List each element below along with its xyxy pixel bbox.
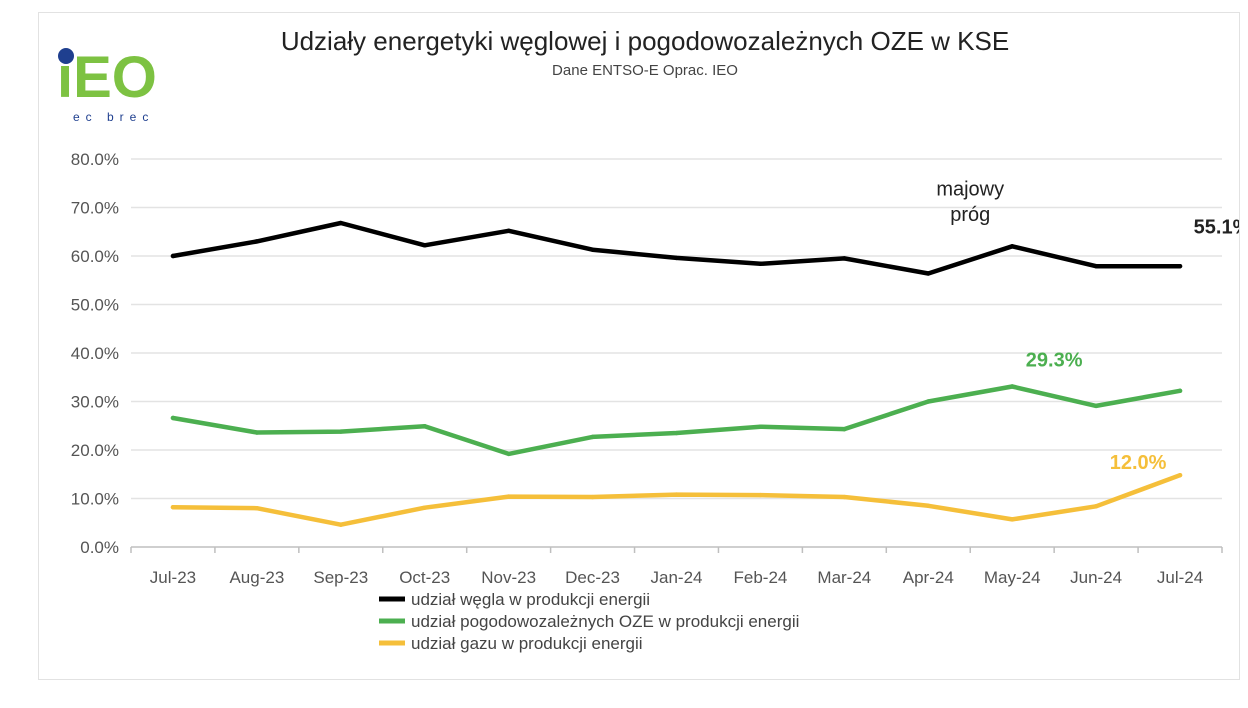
legend-label: udział węgla w produkcji energii bbox=[411, 590, 650, 609]
data-point bbox=[1093, 263, 1099, 269]
x-tick-label: Dec-23 bbox=[565, 568, 620, 587]
y-tick-label: 50.0% bbox=[71, 296, 119, 315]
y-axis: 0.0% 10.0% 20.0% 30.0% 40.0% 50.0% 60.0% 70.0% 8… bbox=[71, 150, 119, 557]
data-point bbox=[926, 271, 931, 276]
annotation-label: majowy bbox=[936, 178, 1004, 200]
data-point bbox=[422, 424, 427, 429]
data-point bbox=[674, 255, 679, 261]
x-tick-label: Aug-23 bbox=[229, 568, 284, 587]
y-tick-label: 20.0% bbox=[71, 441, 119, 460]
data-point bbox=[758, 492, 763, 498]
annotation-label: próg bbox=[950, 204, 990, 226]
x-tick-label: Jan-24 bbox=[651, 568, 703, 587]
data-point bbox=[506, 228, 511, 233]
data-point bbox=[590, 494, 595, 500]
data-point bbox=[1009, 517, 1015, 522]
chart-title: Udziały energetyki węglowej i pogodowoza… bbox=[281, 26, 1009, 56]
data-point bbox=[506, 451, 511, 457]
x-tick-label: Apr-24 bbox=[903, 568, 954, 587]
data-point bbox=[506, 494, 511, 499]
series-lines bbox=[170, 220, 1183, 527]
data-point bbox=[674, 492, 679, 497]
data-point bbox=[1177, 388, 1183, 394]
data-point bbox=[758, 261, 763, 266]
data-point bbox=[926, 503, 931, 508]
y-tick-label: 60.0% bbox=[71, 247, 119, 266]
data-point bbox=[1009, 244, 1015, 249]
annotation-label: 55.1% bbox=[1194, 217, 1239, 239]
logo-tagline: ec brec bbox=[73, 110, 154, 124]
data-point bbox=[170, 415, 176, 421]
y-tick-label: 30.0% bbox=[71, 393, 119, 412]
x-axis: Jul-23 Aug-23 Sep-23 Oct-23 Nov-23 Dec-23 Jan-… bbox=[130, 547, 1223, 587]
data-point bbox=[254, 239, 260, 244]
annotations: majowy próg 55.1% 29.3% 12.0% bbox=[936, 178, 1239, 474]
data-point bbox=[590, 434, 595, 440]
x-tick-label: Sep-23 bbox=[313, 568, 368, 587]
data-point bbox=[1093, 403, 1099, 409]
annotation-label: 29.3% bbox=[1026, 350, 1083, 372]
legend: udział węgla w produkcji energii udział p… bbox=[379, 590, 799, 653]
legend-label: udział gazu w produkcji energii bbox=[411, 634, 643, 653]
series-line-1 bbox=[170, 384, 1183, 457]
y-tick-label: 40.0% bbox=[71, 344, 119, 363]
legend-label: udział pogodowozależnych OZE w produkcji… bbox=[411, 612, 799, 631]
x-tick-label: Mar-24 bbox=[817, 568, 871, 587]
data-point bbox=[674, 430, 679, 436]
y-tick-label: 10.0% bbox=[71, 490, 119, 509]
series-line-0 bbox=[170, 220, 1183, 276]
data-point bbox=[170, 253, 176, 259]
data-point bbox=[422, 505, 427, 510]
data-point bbox=[842, 494, 847, 500]
data-point bbox=[842, 426, 847, 432]
logo-dot bbox=[58, 48, 74, 64]
gridlines bbox=[131, 158, 1222, 548]
data-point bbox=[254, 430, 260, 435]
data-point bbox=[338, 220, 344, 226]
chart-frame: iEO ec brec Udziały energetyki węglowej … bbox=[38, 12, 1240, 680]
line-chart: iEO ec brec Udziały energetyki węglowej … bbox=[57, 26, 1239, 653]
x-tick-label: Nov-23 bbox=[481, 568, 536, 587]
data-point bbox=[338, 429, 344, 434]
chart-subtitle: Dane ENTSO-E Oprac. IEO bbox=[552, 62, 738, 79]
x-tick-label: Jul-24 bbox=[1157, 568, 1203, 587]
data-point bbox=[1093, 504, 1099, 509]
x-tick-label: Jun-24 bbox=[1070, 568, 1122, 587]
series-line-2 bbox=[170, 472, 1183, 527]
data-point bbox=[1009, 384, 1015, 389]
data-point bbox=[170, 505, 176, 510]
data-point bbox=[758, 424, 763, 429]
x-tick-label: Feb-24 bbox=[733, 568, 787, 587]
x-tick-label: Oct-23 bbox=[399, 568, 450, 587]
x-tick-label: Jul-23 bbox=[150, 568, 196, 587]
data-point bbox=[842, 256, 847, 261]
x-tick-label: May-24 bbox=[984, 568, 1041, 587]
data-point bbox=[422, 243, 427, 248]
data-point bbox=[338, 522, 344, 527]
logo: iEO ec brec bbox=[57, 45, 157, 124]
data-point bbox=[590, 247, 595, 252]
data-point bbox=[926, 399, 931, 404]
data-point bbox=[1177, 263, 1183, 269]
data-point bbox=[254, 506, 260, 511]
y-tick-label: 70.0% bbox=[71, 199, 119, 218]
annotation-label: 12.0% bbox=[1110, 452, 1167, 474]
y-tick-label: 0.0% bbox=[80, 538, 119, 557]
y-tick-label: 80.0% bbox=[71, 150, 119, 169]
data-point bbox=[1177, 473, 1183, 478]
